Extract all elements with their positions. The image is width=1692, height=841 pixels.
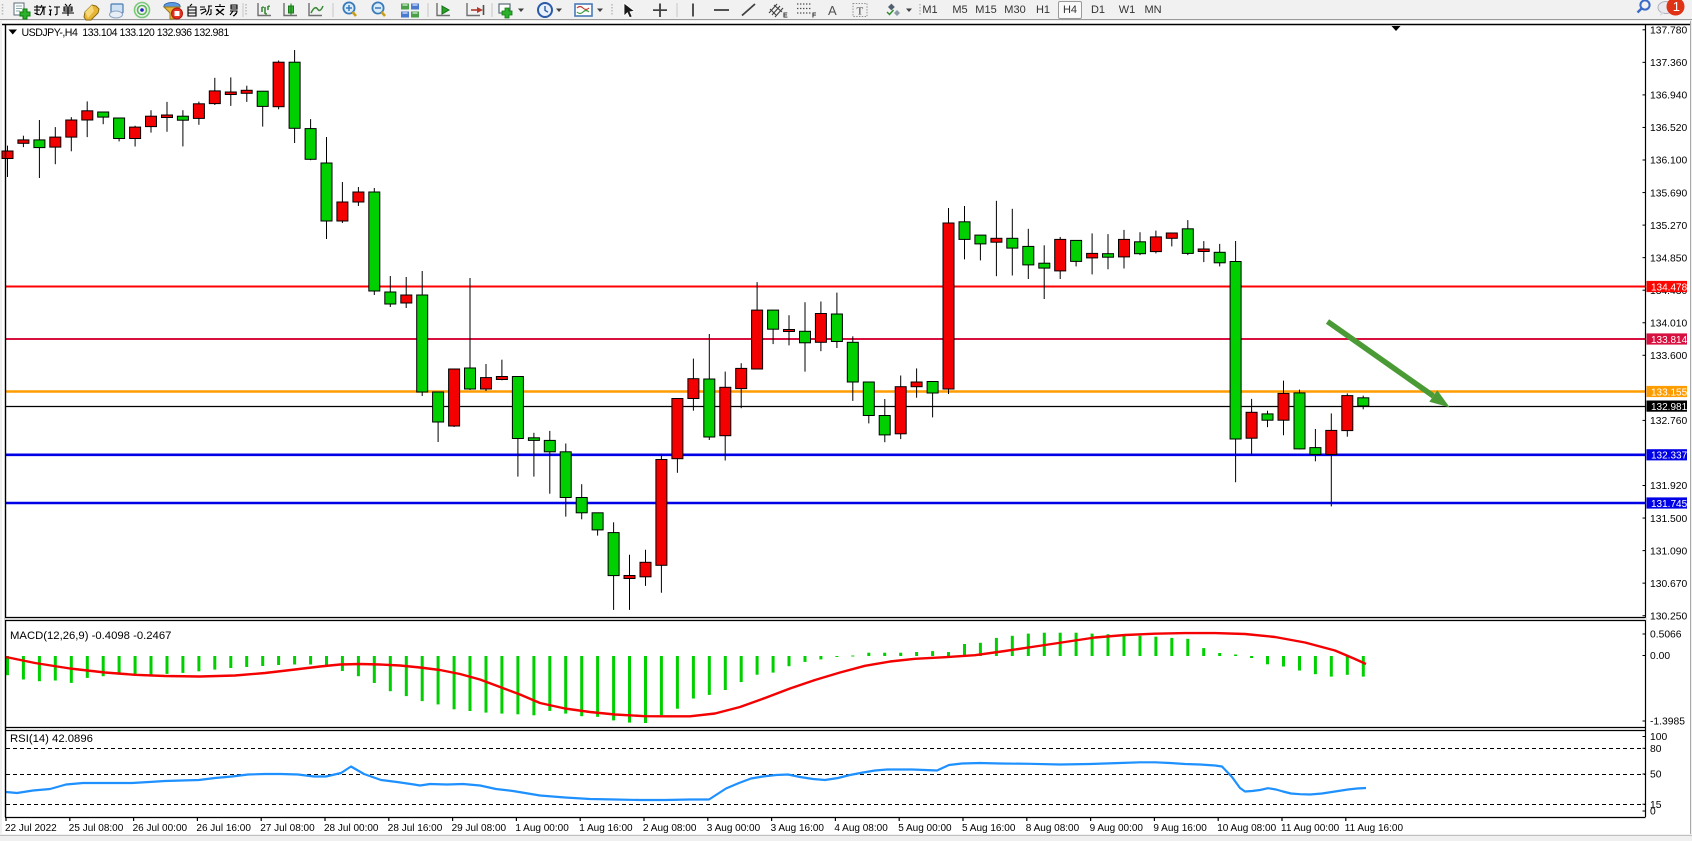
svg-text:8 Aug 08:00: 8 Aug 08:00 bbox=[1026, 823, 1080, 834]
svg-text:MACD(12,26,9) -0.4098 -0.2467: MACD(12,26,9) -0.4098 -0.2467 bbox=[10, 630, 171, 642]
svg-text:134.850: 134.850 bbox=[1650, 253, 1687, 264]
svg-text:9 Aug 00:00: 9 Aug 00:00 bbox=[1090, 823, 1144, 834]
svg-text:132.337: 132.337 bbox=[1651, 451, 1688, 462]
svg-text:0.00: 0.00 bbox=[1650, 651, 1670, 662]
svg-text:100: 100 bbox=[1650, 732, 1667, 743]
svg-text:29 Jul 08:00: 29 Jul 08:00 bbox=[452, 823, 507, 834]
svg-text:28 Jul 00:00: 28 Jul 00:00 bbox=[324, 823, 379, 834]
svg-text:0.5066: 0.5066 bbox=[1650, 630, 1682, 641]
svg-text:132.981: 132.981 bbox=[1651, 402, 1688, 413]
svg-text:136.940: 136.940 bbox=[1650, 91, 1687, 102]
svg-text:1 Aug 16:00: 1 Aug 16:00 bbox=[579, 823, 633, 834]
svg-text:10 Aug 08:00: 10 Aug 08:00 bbox=[1217, 823, 1276, 834]
svg-text:131.745: 131.745 bbox=[1651, 499, 1688, 510]
svg-text:28 Jul 16:00: 28 Jul 16:00 bbox=[388, 823, 443, 834]
svg-text:A: A bbox=[828, 3, 837, 18]
svg-text:131.920: 131.920 bbox=[1650, 481, 1687, 492]
svg-text:USDJPY-,H4 133.104 133.120 13: USDJPY-,H4 133.104 133.120 132.936 132.9… bbox=[22, 27, 230, 39]
svg-text:130.670: 130.670 bbox=[1650, 579, 1687, 590]
svg-text:132.760: 132.760 bbox=[1650, 416, 1687, 427]
svg-text:22 Jul 2022: 22 Jul 2022 bbox=[5, 823, 57, 834]
svg-text:131.500: 131.500 bbox=[1650, 514, 1687, 525]
svg-text:2 Aug 08:00: 2 Aug 08:00 bbox=[643, 823, 697, 834]
svg-text:134.478: 134.478 bbox=[1651, 282, 1688, 293]
svg-text:11 Aug 16:00: 11 Aug 16:00 bbox=[1345, 823, 1404, 834]
svg-text:135.690: 135.690 bbox=[1650, 188, 1687, 199]
svg-text:3 Aug 00:00: 3 Aug 00:00 bbox=[707, 823, 761, 834]
svg-text:131.090: 131.090 bbox=[1650, 546, 1687, 557]
svg-text:9 Aug 16:00: 9 Aug 16:00 bbox=[1153, 823, 1207, 834]
svg-text:133.155: 133.155 bbox=[1651, 387, 1688, 398]
svg-text:136.520: 136.520 bbox=[1650, 123, 1687, 134]
svg-text:133.814: 133.814 bbox=[1651, 335, 1688, 346]
svg-text:80: 80 bbox=[1650, 744, 1662, 755]
svg-text:26 Jul 16:00: 26 Jul 16:00 bbox=[196, 823, 251, 834]
svg-text:25 Jul 08:00: 25 Jul 08:00 bbox=[69, 823, 124, 834]
svg-text:T: T bbox=[857, 6, 864, 18]
svg-text:RSI(14) 42.0896: RSI(14) 42.0896 bbox=[10, 733, 93, 745]
svg-text:E: E bbox=[783, 13, 788, 20]
svg-text:134.010: 134.010 bbox=[1650, 318, 1687, 329]
svg-text:26 Jul 00:00: 26 Jul 00:00 bbox=[133, 823, 188, 834]
svg-text:27 Jul 08:00: 27 Jul 08:00 bbox=[260, 823, 315, 834]
svg-text:5 Aug 16:00: 5 Aug 16:00 bbox=[962, 823, 1016, 834]
svg-text:3 Aug 16:00: 3 Aug 16:00 bbox=[771, 823, 825, 834]
svg-text:0: 0 bbox=[1650, 807, 1656, 818]
svg-text:50: 50 bbox=[1650, 770, 1662, 781]
svg-text:5 Aug 00:00: 5 Aug 00:00 bbox=[898, 823, 952, 834]
svg-text:-1.3985: -1.3985 bbox=[1650, 717, 1685, 728]
svg-text:11 Aug 00:00: 11 Aug 00:00 bbox=[1281, 823, 1340, 834]
svg-text:137.780: 137.780 bbox=[1650, 26, 1687, 37]
svg-text:15: 15 bbox=[1650, 800, 1662, 811]
svg-text:4 Aug 08:00: 4 Aug 08:00 bbox=[834, 823, 888, 834]
svg-text:1 Aug 00:00: 1 Aug 00:00 bbox=[515, 823, 569, 834]
svg-text:136.100: 136.100 bbox=[1650, 156, 1687, 167]
svg-text:137.360: 137.360 bbox=[1650, 58, 1687, 69]
svg-text:130.250: 130.250 bbox=[1650, 611, 1687, 622]
svg-text:133.600: 133.600 bbox=[1650, 351, 1687, 362]
svg-text:1: 1 bbox=[1673, 0, 1680, 14]
svg-text:135.270: 135.270 bbox=[1650, 221, 1687, 232]
svg-text:F: F bbox=[812, 13, 817, 20]
